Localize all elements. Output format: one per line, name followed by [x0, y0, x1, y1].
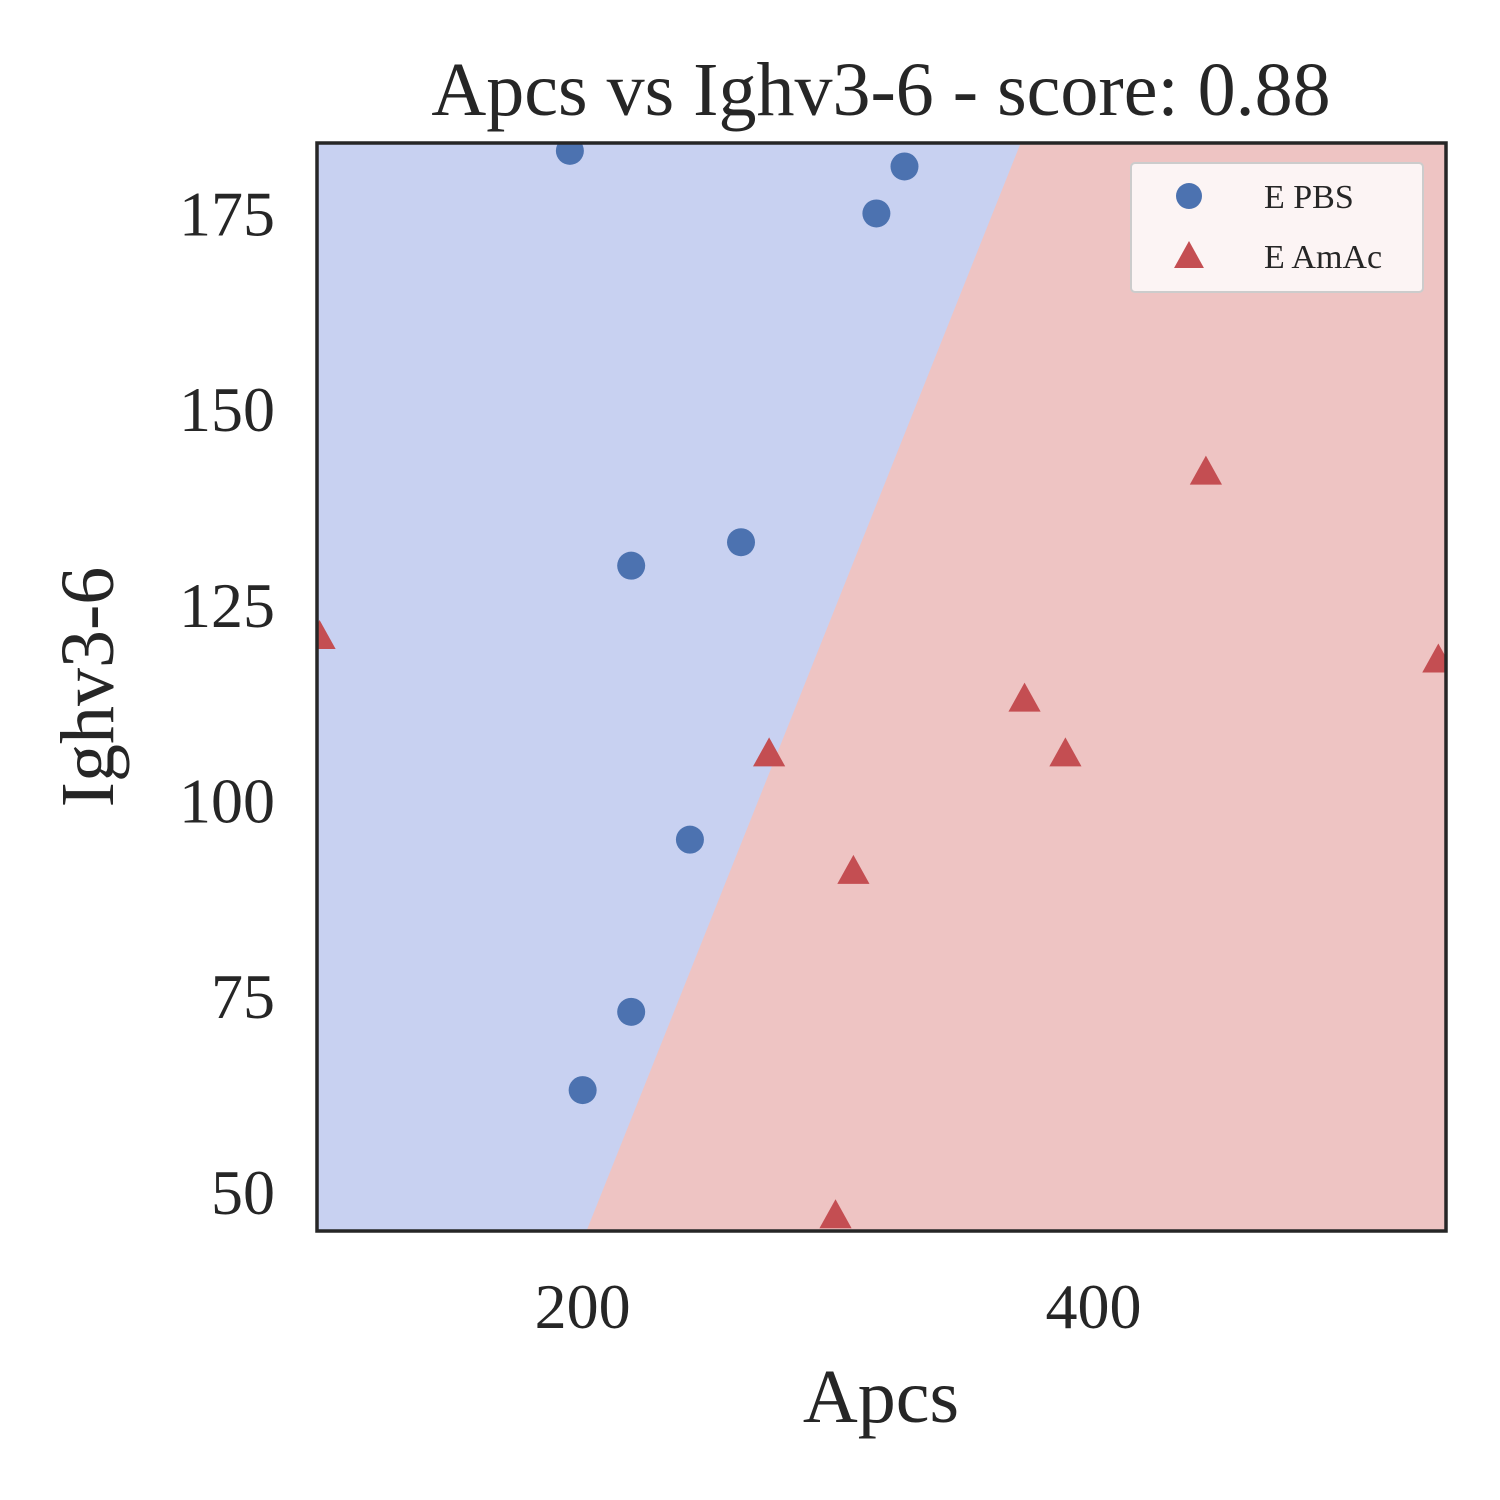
legend-marker-e-pbs [1176, 183, 1202, 209]
y-tick-label: 175 [179, 178, 275, 249]
y-tick-label: 75 [211, 961, 275, 1032]
chart-title: Apcs vs Ighv3-6 - score: 0.88 [431, 48, 1330, 132]
point-e-pbs [727, 528, 756, 557]
legend-marker-e-amac [1174, 241, 1204, 268]
x-axis-ticks: 200 400 [535, 1271, 1142, 1342]
legend-label: E AmAc [1264, 239, 1382, 276]
data-points [317, 143, 1446, 1229]
point-e-amac [1049, 737, 1082, 767]
point-e-amac [837, 854, 870, 884]
point-e-pbs [617, 997, 646, 1026]
point-e-pbs [617, 551, 646, 580]
y-tick-label: 150 [179, 374, 275, 445]
point-e-amac [753, 737, 786, 767]
y-tick-label: 50 [211, 1157, 275, 1228]
point-e-pbs [555, 143, 584, 165]
region-e-pbs [317, 143, 1021, 1231]
y-axis-label: Ighv3-6 [46, 567, 130, 808]
point-e-pbs [568, 1076, 597, 1105]
point-e-pbs [675, 825, 704, 854]
plot-frame [315, 141, 1448, 1233]
decision-regions [317, 143, 1446, 1231]
x-tick-label: 400 [1046, 1271, 1142, 1342]
legend-label: E PBS [1264, 179, 1354, 216]
point-e-amac [317, 620, 336, 650]
point-e-amac [1189, 455, 1222, 485]
point-e-amac [819, 1199, 852, 1229]
y-tick-label: 100 [179, 765, 275, 836]
point-e-pbs [890, 152, 919, 181]
x-tick-label: 200 [535, 1271, 631, 1342]
y-tick-label: 125 [179, 570, 275, 641]
legend-box [1130, 162, 1424, 293]
point-e-pbs [862, 199, 891, 228]
point-e-amac [1008, 682, 1041, 712]
x-axis-label: Apcs [803, 1355, 959, 1439]
legend: E PBS E AmAc [1130, 162, 1424, 293]
y-axis-ticks: 50 75 100 125 150 175 [179, 178, 275, 1227]
point-e-amac [1422, 643, 1446, 673]
